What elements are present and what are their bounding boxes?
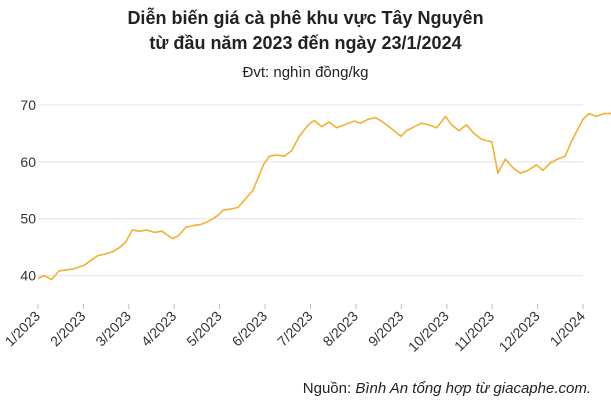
x-tick-label: 8/2023	[319, 308, 361, 350]
y-tick-label: 40	[20, 268, 36, 284]
line-chart: 40 50 60 70 1/2023 2/2023 3/2023 4/2023 5/2023 6…	[2, 97, 611, 355]
y-tick-label: 70	[20, 97, 36, 113]
x-tick-label: 10/2023	[405, 308, 452, 355]
x-tick-label: 2/2023	[47, 308, 89, 350]
grid-lines	[38, 104, 583, 277]
series-line-0	[37, 111, 611, 281]
x-tick-label: 11/2023	[451, 308, 498, 355]
source-text: Bình An tổng hợp từ giacaphe.com.	[355, 380, 591, 397]
x-tick-label: 9/2023	[365, 308, 407, 350]
y-axis: 40 50 60 70	[20, 97, 36, 284]
y-tick-label: 50	[20, 211, 36, 227]
x-tick-label: 12/2023	[496, 308, 543, 355]
source-prefix: Nguồn:	[302, 380, 356, 397]
x-tick-label: 5/2023	[183, 308, 225, 350]
y-tick-label: 60	[20, 154, 36, 170]
source-note: Nguồn: Bình An tổng hợp từ giacaphe.com.	[303, 380, 591, 397]
x-axis: 1/2023 2/2023 3/2023 4/2023 5/2023 6/2023 7/20…	[2, 304, 589, 355]
chart-subtitle: từ đầu năm 2023 đến ngày 23/1/2024	[149, 33, 462, 53]
x-tick-label: 1/2024	[547, 308, 589, 350]
x-tick-label: 3/2023	[92, 308, 134, 350]
unit-label: Đvt: nghìn đồng/kg	[242, 64, 369, 81]
series-group	[37, 111, 611, 281]
x-tick-label: 6/2023	[229, 308, 271, 350]
x-tick-label: 7/2023	[274, 308, 316, 350]
x-tick-label: 1/2023	[2, 308, 44, 350]
x-tick-label: 4/2023	[138, 308, 180, 350]
chart-title: Diễn biến giá cà phê khu vực Tây Nguyên	[127, 8, 484, 28]
